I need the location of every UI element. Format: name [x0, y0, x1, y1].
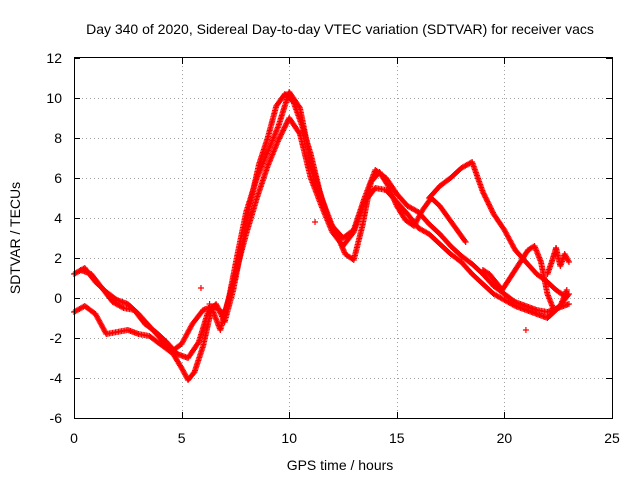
- data-point-marker: [563, 287, 570, 293]
- y-tick-labels: -6 -4 -2 0 2 4 6 8 10 12: [46, 50, 62, 426]
- series-isolated-points: [197, 219, 560, 333]
- data-point-marker: [276, 135, 283, 142]
- data-point-marker: [197, 285, 204, 291]
- y-tick-label: -6: [50, 410, 63, 426]
- data-point-marker: [280, 127, 287, 134]
- data-point-marker: [280, 126, 287, 132]
- data-points: [71, 89, 572, 383]
- data-point-marker: [214, 303, 221, 310]
- series-track-5: [479, 243, 570, 313]
- y-tick-label: 0: [54, 290, 62, 306]
- data-point-marker: [276, 134, 283, 141]
- data-point-marker: [296, 129, 303, 136]
- x-axis-label: GPS time / hours: [287, 457, 394, 473]
- plot-frame: [74, 57, 613, 419]
- data-point-marker: [282, 123, 289, 130]
- data-point-marker: [484, 198, 491, 205]
- data-point-marker: [215, 306, 222, 313]
- data-point-marker: [217, 309, 224, 316]
- y-tick-label: 4: [54, 210, 62, 226]
- x-tick-label: 0: [70, 430, 78, 446]
- data-point-marker: [218, 312, 225, 319]
- data-point-marker: [565, 257, 572, 264]
- y-tick-label: 6: [54, 170, 62, 186]
- data-point-marker: [217, 310, 224, 317]
- data-point-marker: [216, 307, 223, 314]
- data-point-marker: [522, 327, 529, 333]
- data-point-marker: [488, 206, 495, 213]
- data-point-marker: [283, 120, 290, 127]
- data-point-marker: [194, 340, 201, 347]
- data-point-marker: [213, 301, 220, 307]
- data-point-marker: [553, 245, 560, 251]
- data-point-marker: [510, 302, 517, 309]
- y-tick-label: -2: [50, 330, 63, 346]
- data-point-marker: [277, 132, 284, 139]
- data-point-marker: [483, 197, 490, 204]
- data-point-marker: [482, 194, 489, 201]
- data-point-marker: [279, 128, 286, 135]
- data-point-marker: [485, 200, 492, 206]
- data-point-marker: [483, 195, 490, 202]
- data-point-marker: [278, 130, 285, 137]
- data-point-marker: [481, 193, 488, 200]
- data-point-marker: [312, 219, 319, 225]
- x-tick-label: 20: [497, 430, 513, 446]
- data-point-marker: [486, 202, 493, 209]
- data-point-marker: [278, 131, 285, 138]
- y-tick-label: 8: [54, 130, 62, 146]
- data-point-marker: [282, 121, 289, 128]
- y-tick-label: 12: [46, 50, 62, 66]
- x-tick-label: 5: [178, 430, 186, 446]
- data-point-marker: [487, 204, 494, 211]
- data-point-marker: [332, 229, 339, 236]
- data-point-marker: [213, 302, 220, 309]
- data-point-marker: [384, 181, 391, 188]
- data-point-marker: [480, 190, 487, 197]
- series-track-3: [77, 91, 469, 361]
- x-tick-label: 25: [604, 430, 620, 446]
- data-point-marker: [206, 301, 213, 307]
- data-point-marker: [275, 137, 282, 143]
- x-tick-label: 10: [281, 430, 297, 446]
- data-point-marker: [461, 237, 468, 244]
- data-point-marker: [565, 301, 572, 307]
- y-tick-label: -4: [50, 370, 63, 386]
- data-point-marker: [489, 208, 496, 215]
- data-point-marker: [481, 191, 488, 198]
- series-track-6: [544, 245, 572, 277]
- data-point-marker: [119, 304, 126, 311]
- data-point-marker: [479, 189, 486, 195]
- data-point-marker: [485, 201, 492, 208]
- data-point-marker: [462, 239, 469, 245]
- x-tick-labels: 0 5 10 15 20 25: [70, 430, 620, 446]
- chart-title: Day 340 of 2020, Sidereal Day-to-day VTE…: [86, 21, 594, 37]
- y-tick-label: 2: [54, 250, 62, 266]
- data-point-marker: [215, 305, 222, 312]
- y-axis-label: SDTVAR / TECUs: [7, 182, 23, 294]
- y-tick-label: 10: [46, 90, 62, 106]
- data-point-marker: [281, 124, 288, 131]
- data-point-marker: [565, 259, 572, 265]
- data-point-marker: [487, 205, 494, 212]
- x-tick-label: 15: [389, 430, 405, 446]
